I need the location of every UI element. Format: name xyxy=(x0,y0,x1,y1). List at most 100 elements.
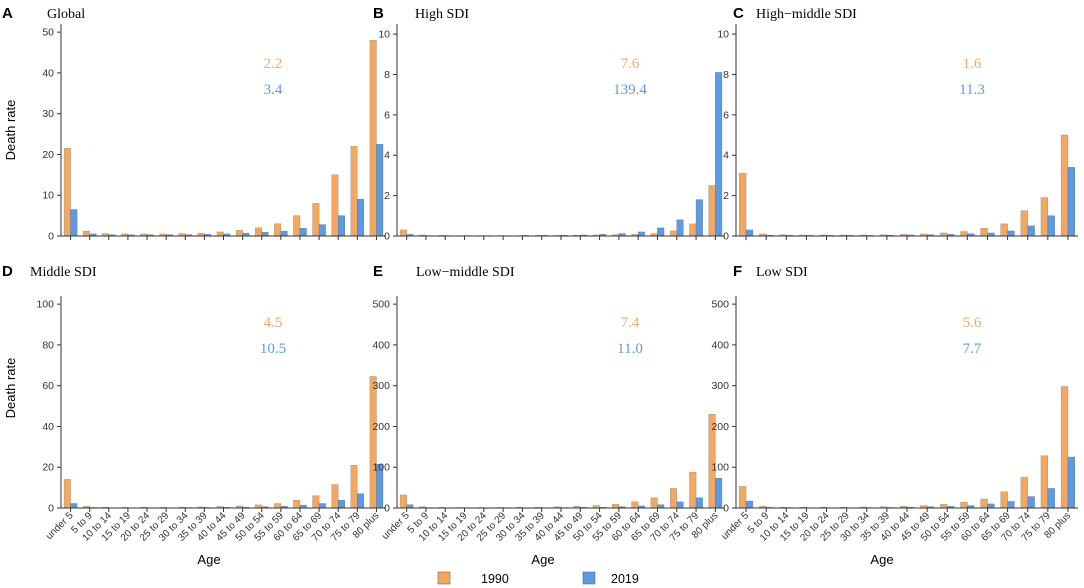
bar-1990 xyxy=(980,498,988,509)
bar-2019 xyxy=(1047,488,1055,509)
bar-1990 xyxy=(399,494,407,509)
bar-1990 xyxy=(689,471,697,509)
bar-2019 xyxy=(1067,456,1075,509)
panel-title-a: Global xyxy=(47,7,85,22)
bar-2019 xyxy=(987,503,995,509)
x-axis-title-left: Age xyxy=(197,552,220,567)
bar-2019 xyxy=(299,228,307,237)
x-axis-title-right: Age xyxy=(870,552,893,567)
bar-2019 xyxy=(70,209,78,237)
annotation-2019: 11.3 xyxy=(959,82,985,98)
y-tick-label: 8 xyxy=(723,69,729,81)
bar-1990 xyxy=(331,484,339,509)
bar-1990 xyxy=(350,146,358,237)
bar-1990 xyxy=(980,228,988,237)
panel-letter-c: C xyxy=(733,5,744,22)
bar-2019 xyxy=(695,497,703,509)
annotation-2019: 11.0 xyxy=(617,341,643,357)
panel-a: A Global 0 10 20 30 40 50 2.2 3.4 xyxy=(2,5,386,243)
bar-1990 xyxy=(369,40,377,237)
bar-1990 xyxy=(293,500,301,509)
y-tick-label: 0 xyxy=(48,503,54,515)
bar-1990 xyxy=(312,203,320,237)
bar-2019 xyxy=(1047,215,1055,237)
bar-1990 xyxy=(670,230,677,237)
y-axis-title-bottom: Death rate xyxy=(3,358,18,419)
y-tick-label: 4 xyxy=(384,150,390,162)
bar-2019 xyxy=(338,500,345,509)
bar-1990 xyxy=(739,173,747,237)
bar-2019 xyxy=(261,232,269,237)
y-tick-label: 4 xyxy=(723,150,729,162)
bar-2019 xyxy=(745,229,754,237)
x-axis-title-center: Age xyxy=(531,552,554,567)
y-tick-label: 10 xyxy=(378,29,390,41)
panel-letter-a: A xyxy=(2,5,13,22)
bar-2019 xyxy=(318,503,326,509)
bar-1990 xyxy=(960,502,968,509)
bar-2019 xyxy=(357,493,365,509)
panel-c: C High−middle SDI 0 2 4 6 8 10 1.6 11.3 xyxy=(717,5,1078,243)
bar-2019 xyxy=(1007,501,1015,509)
y-tick-label: 200 xyxy=(711,421,729,433)
annotation-1990: 7.4 xyxy=(621,315,640,331)
bar-1990 xyxy=(960,231,968,237)
y-tick-label: 2 xyxy=(723,190,729,202)
y-tick-label: 80 xyxy=(42,339,54,351)
annotation-2019: 7.7 xyxy=(963,341,982,357)
bar-1990 xyxy=(235,230,243,237)
bar-1990 xyxy=(216,231,224,237)
bar-1990 xyxy=(369,376,377,509)
y-tick-label: 100 xyxy=(36,299,54,311)
bar-1990 xyxy=(670,488,677,509)
bar-1990 xyxy=(689,223,697,237)
bar-2019 xyxy=(357,199,365,237)
legend-swatch-2019 xyxy=(582,571,596,585)
bar-1990 xyxy=(1000,223,1008,237)
y-tick-label: 300 xyxy=(711,380,729,392)
bar-1990 xyxy=(1040,455,1049,509)
bar-1990 xyxy=(399,229,407,237)
legend-label-2019: 2019 xyxy=(611,572,639,586)
bar-1990 xyxy=(1060,134,1069,237)
legend-swatch-1990 xyxy=(437,571,451,585)
bar-1990 xyxy=(1000,491,1008,509)
y-tick-label: 0 xyxy=(723,231,729,243)
bar-2019 xyxy=(1027,225,1035,237)
annotation-1990: 2.2 xyxy=(264,56,283,72)
y-tick-label: 50 xyxy=(42,27,54,39)
y-tick-label: 100 xyxy=(711,462,729,474)
bar-2019 xyxy=(1067,167,1075,237)
y-tick-label: 10 xyxy=(717,29,729,41)
panel-b: B High SDI 0 2 4 6 8 10 7.6 139.4 xyxy=(373,5,725,243)
legend-label-1990: 1990 xyxy=(481,572,509,586)
panel-letter-b: B xyxy=(373,5,384,22)
y-tick-label: 10 xyxy=(42,190,54,202)
bar-1990 xyxy=(350,464,358,509)
y-tick-label: 2 xyxy=(384,190,390,202)
bar-2019 xyxy=(338,215,345,237)
annotation-2019: 3.4 xyxy=(264,82,283,98)
y-tick-label: 20 xyxy=(42,149,54,161)
y-tick-label: 400 xyxy=(372,339,390,351)
annotation-1990: 5.6 xyxy=(963,315,982,331)
y-tick-label: 100 xyxy=(372,462,390,474)
bar-2019 xyxy=(637,231,645,237)
y-tick-label: 500 xyxy=(711,299,729,311)
bar-2019 xyxy=(715,478,723,509)
bar-1990 xyxy=(274,503,282,509)
bar-2019 xyxy=(318,224,326,237)
y-tick-label: 8 xyxy=(384,69,390,81)
bar-2019 xyxy=(1007,230,1015,237)
y-tick-label: 300 xyxy=(372,380,390,392)
y-tick-label: 0 xyxy=(384,503,390,515)
bar-1990 xyxy=(63,479,71,509)
panel-title-f: Low SDI xyxy=(756,265,808,280)
y-tick-label: 0 xyxy=(384,231,390,243)
y-tick-label: 20 xyxy=(42,462,54,474)
y-tick-label: 30 xyxy=(42,108,54,120)
bar-1990 xyxy=(650,497,658,509)
annotation-1990: 4.5 xyxy=(264,315,283,331)
